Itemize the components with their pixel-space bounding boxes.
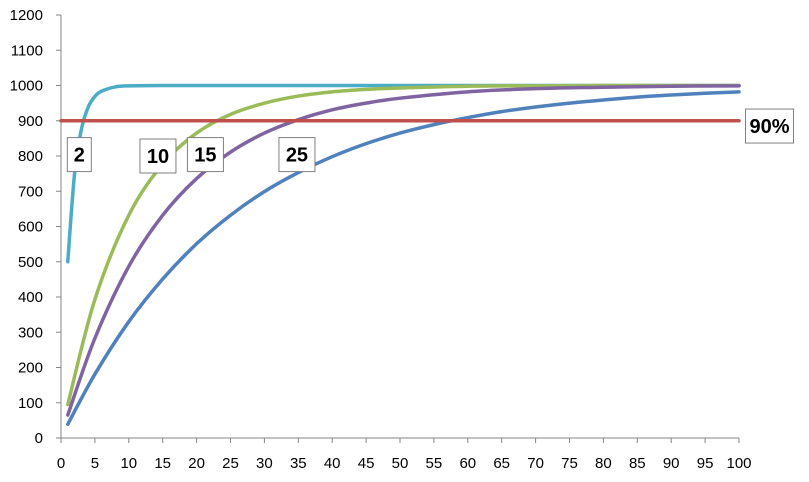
y-tick-label: 1100 bbox=[11, 42, 43, 59]
annotation-layer: 2 10 15 25 90% bbox=[66, 108, 795, 174]
x-tick-label: 95 bbox=[697, 455, 714, 472]
series-label-box bbox=[66, 137, 92, 173]
x-tick-label: 90 bbox=[663, 455, 680, 472]
y-tick-label: 200 bbox=[18, 360, 43, 377]
series-label-2: 2 bbox=[66, 137, 92, 173]
x-tick-label: 10 bbox=[120, 455, 137, 472]
y-tick-label: 900 bbox=[18, 113, 43, 130]
series-line-2 bbox=[66, 83, 741, 264]
y-tick-label: 500 bbox=[18, 254, 43, 271]
series-line-15 bbox=[66, 84, 741, 417]
series-label-text: 10 bbox=[147, 146, 169, 168]
series-label-box bbox=[278, 137, 316, 173]
x-tick-label: 30 bbox=[256, 455, 273, 472]
x-tick-label: 100 bbox=[726, 455, 751, 472]
y-tick-label: 1200 bbox=[10, 7, 43, 24]
x-tick-label: 15 bbox=[154, 455, 171, 472]
x-tick-label: 85 bbox=[629, 455, 646, 472]
series-label-10: 10 bbox=[139, 138, 177, 174]
series-label-box bbox=[745, 108, 795, 144]
x-tick-label: 40 bbox=[324, 455, 341, 472]
series-label-box bbox=[186, 137, 224, 173]
y-axis-ticks: 0 100 200 300 400 500 600 700 800 900 1000 1100 1200 bbox=[10, 7, 61, 447]
x-tick-label: 75 bbox=[561, 455, 578, 472]
x-tick-label: 70 bbox=[527, 455, 544, 472]
x-tick-label: 45 bbox=[358, 455, 375, 472]
series-label-15: 15 bbox=[186, 137, 224, 173]
series-label-text: 2 bbox=[74, 145, 85, 167]
series-label-box bbox=[139, 138, 177, 174]
y-tick-label: 0 bbox=[35, 430, 43, 447]
series-label-text: 90% bbox=[749, 116, 789, 138]
x-tick-label: 5 bbox=[91, 455, 99, 472]
series-label-90pct: 90% bbox=[745, 108, 795, 144]
y-tick-label: 100 bbox=[18, 395, 43, 412]
x-tick-label: 0 bbox=[57, 455, 65, 472]
series-label-text: 15 bbox=[194, 145, 216, 167]
y-tick-label: 400 bbox=[18, 289, 43, 306]
x-tick-label: 50 bbox=[392, 455, 409, 472]
series-line-25 bbox=[66, 90, 741, 426]
x-tick-label: 25 bbox=[222, 455, 239, 472]
x-axis-ticks: 0 5 10 15 20 25 30 35 40 45 50 55 60 65 70 75 80 85 90 95 10… bbox=[57, 438, 752, 472]
series-layer bbox=[59, 83, 741, 426]
y-tick-label: 300 bbox=[18, 324, 43, 341]
series-line-10 bbox=[66, 83, 741, 407]
y-tick-label: 800 bbox=[18, 148, 43, 165]
series-label-25: 25 bbox=[278, 137, 316, 173]
y-tick-label: 1000 bbox=[10, 78, 43, 95]
x-tick-label: 65 bbox=[493, 455, 510, 472]
x-tick-label: 35 bbox=[290, 455, 307, 472]
x-tick-label: 80 bbox=[595, 455, 612, 472]
x-tick-label: 20 bbox=[188, 455, 205, 472]
x-tick-label: 55 bbox=[426, 455, 443, 472]
y-tick-label: 600 bbox=[18, 219, 43, 236]
series-label-text: 25 bbox=[286, 145, 308, 167]
y-tick-label: 700 bbox=[18, 183, 43, 200]
x-tick-label: 60 bbox=[459, 455, 476, 472]
